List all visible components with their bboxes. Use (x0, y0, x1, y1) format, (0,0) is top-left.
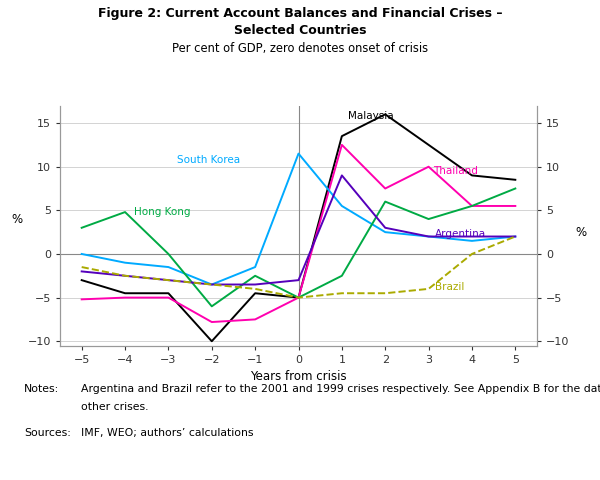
Text: Notes:: Notes: (24, 384, 59, 394)
Text: Figure 2: Current Account Balances and Financial Crises –: Figure 2: Current Account Balances and F… (98, 7, 502, 20)
Y-axis label: %: % (11, 213, 22, 226)
Text: Selected Countries: Selected Countries (234, 24, 366, 37)
Text: Sources:: Sources: (24, 428, 71, 438)
Text: Argentina: Argentina (435, 229, 486, 239)
Text: Per cent of GDP, zero denotes onset of crisis: Per cent of GDP, zero denotes onset of c… (172, 42, 428, 55)
Text: South Korea: South Korea (177, 155, 240, 165)
Text: other crises.: other crises. (81, 402, 149, 412)
Text: Hong Kong: Hong Kong (134, 207, 190, 217)
Text: Brazil: Brazil (435, 282, 464, 292)
Y-axis label: %: % (575, 226, 586, 239)
Text: Thailand: Thailand (433, 166, 478, 176)
Text: Argentina and Brazil refer to the 2001 and 1999 crises respectively. See Appendi: Argentina and Brazil refer to the 2001 a… (81, 384, 600, 394)
X-axis label: Years from crisis: Years from crisis (250, 370, 347, 383)
Text: IMF, WEO; authors’ calculations: IMF, WEO; authors’ calculations (81, 428, 254, 438)
Text: Malaysia: Malaysia (349, 111, 394, 121)
